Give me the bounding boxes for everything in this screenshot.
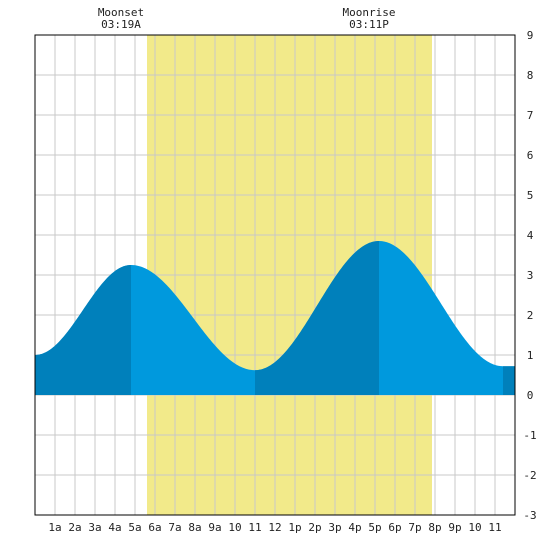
x-tick-label: 8a [188, 521, 201, 534]
moon-event-time: 03:11P [349, 18, 389, 31]
x-tick-label: 6p [388, 521, 401, 534]
x-tick-label: 1p [288, 521, 301, 534]
x-tick-label: 3a [88, 521, 101, 534]
x-tick-label: 2p [308, 521, 321, 534]
x-tick-label: 11 [248, 521, 261, 534]
y-tick-label: 2 [527, 309, 534, 322]
x-tick-label: 4p [348, 521, 361, 534]
x-tick-label: 10 [468, 521, 481, 534]
moon-event-label: Moonset [98, 6, 144, 19]
tide-area [35, 241, 515, 395]
y-tick-label: 8 [527, 69, 534, 82]
y-tick-label: 9 [527, 29, 534, 42]
moon-event-label: Moonrise [343, 6, 396, 19]
x-tick-label: 10 [228, 521, 241, 534]
x-tick-label: 7p [408, 521, 421, 534]
plot-frame [34, 34, 516, 516]
y-tick-label: -2 [523, 469, 536, 482]
y-tick-label: 6 [527, 149, 534, 162]
y-tick-label: 1 [527, 349, 534, 362]
y-tick-label: -3 [523, 509, 536, 522]
x-tick-label: 6a [148, 521, 161, 534]
x-tick-label: 2a [68, 521, 81, 534]
tide-area-dark-band [503, 366, 515, 395]
x-tick-label: 12 [268, 521, 281, 534]
y-tick-label: 3 [527, 269, 534, 282]
x-tick-label: 11 [488, 521, 501, 534]
tide-area-dark-band [35, 265, 131, 395]
y-tick-label: 4 [527, 229, 534, 242]
y-tick-labels: -3 -2 -1 0 1 2 3 4 5 6 7 8 9 [523, 29, 536, 522]
y-tick-label: -1 [523, 429, 536, 442]
y-tick-label: 0 [527, 389, 534, 402]
x-tick-label: 5p [368, 521, 381, 534]
y-tick-label: 7 [527, 109, 534, 122]
x-tick-label: 9a [208, 521, 221, 534]
x-tick-label: 5a [128, 521, 141, 534]
x-tick-label: 3p [328, 521, 341, 534]
x-tick-label: 1a [48, 521, 61, 534]
x-tick-label: 4a [108, 521, 121, 534]
x-tick-labels: 1a 2a 3a 4a 5a 6a 7a 8a 9a 10 11 12 1p 2p 3p 4p 5p 6p 7p 8p… [48, 521, 501, 534]
x-tick-label: 9p [448, 521, 461, 534]
tide-area-layer [35, 241, 515, 395]
y-tick-label: 5 [527, 189, 534, 202]
x-tick-label: 8p [428, 521, 441, 534]
x-tick-label: 7a [168, 521, 181, 534]
moon-event-time: 03:19A [101, 18, 141, 31]
tide-area-dark-band [255, 241, 379, 395]
